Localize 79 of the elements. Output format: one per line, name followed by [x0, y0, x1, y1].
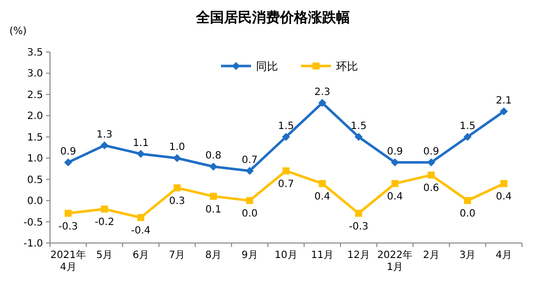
x-tick-label: 4月: [496, 250, 512, 261]
y-tick-label: 0.5: [27, 174, 43, 186]
chart-title: 全国居民消费价格涨跌幅: [195, 10, 350, 26]
point: [282, 132, 290, 141]
point: [246, 166, 254, 175]
data-label: 2.3: [314, 86, 330, 98]
point: [282, 167, 290, 174]
point: [100, 206, 108, 213]
y-axis-title: (%): [9, 26, 27, 37]
data-label: 0.8: [205, 150, 222, 162]
legend-label: 环比: [336, 60, 358, 73]
point: [464, 197, 472, 204]
data-label: 0.1: [205, 204, 222, 216]
x-tick-label: 5月: [96, 250, 113, 261]
point: [210, 192, 217, 200]
x-tick-label: 2022年 1月: [377, 249, 413, 273]
y-tick-label: 2.0: [27, 111, 43, 122]
y-tick-label: 1.5: [27, 132, 43, 144]
point: [464, 132, 472, 141]
point: [500, 180, 508, 188]
y-tick-label: 2.5: [27, 90, 43, 101]
data-label: 1.1: [132, 138, 149, 149]
data-label: 0.0: [242, 208, 258, 220]
data-label: 0.7: [278, 178, 294, 190]
y-tick-label: -1.0: [23, 238, 43, 250]
x-tick-label: 6月: [132, 250, 149, 261]
point: [500, 107, 508, 116]
point: [100, 141, 108, 150]
point: [174, 184, 181, 192]
data-label: -0.2: [94, 217, 114, 228]
data-label: 0.7: [242, 154, 258, 166]
data-label: 0.4: [496, 192, 512, 203]
data-label: 0.6: [423, 183, 440, 194]
x-tick-label: 12月: [347, 250, 370, 261]
data-label: 2.1: [496, 95, 512, 106]
point: [318, 180, 326, 188]
x-tick-label: 3月: [459, 250, 476, 261]
data-label: 0.4: [314, 192, 330, 203]
y-tick-label: 0.0: [27, 196, 43, 208]
data-label: 1.5: [460, 120, 476, 132]
x-tick-label: 10月: [274, 250, 298, 261]
point: [391, 180, 398, 188]
point: [427, 158, 436, 166]
point: [209, 162, 218, 171]
point: [318, 98, 326, 107]
data-label: 0.3: [169, 196, 186, 207]
data-label: 0.9: [423, 146, 440, 158]
x-tick-label: 7月: [168, 250, 186, 261]
y-tick-label: 3.0: [27, 68, 43, 80]
point: [64, 158, 72, 166]
legend-label: 同比: [256, 60, 278, 73]
y-tick-label: 1.0: [27, 154, 43, 165]
point: [390, 158, 399, 166]
data-label: 0.4: [386, 192, 403, 203]
y-tick-label: 3.5: [27, 48, 43, 58]
data-label: 0.9: [386, 146, 403, 158]
x-tick-label: 9月: [242, 250, 258, 261]
point: [354, 132, 363, 141]
x-tick-label: 2021年 4月: [50, 249, 86, 273]
data-label: -0.3: [348, 221, 368, 232]
data-label: -0.4: [131, 226, 151, 237]
x-tick-label: 2月: [423, 250, 440, 261]
point: [246, 197, 254, 204]
x-tick-label: 11月: [310, 250, 334, 261]
data-label: 1.3: [96, 129, 112, 140]
data-label: 0.9: [60, 146, 76, 158]
point: [137, 214, 144, 222]
point: [173, 154, 182, 162]
point: [355, 210, 362, 217]
data-label: 1.0: [169, 142, 186, 154]
data-label: 1.5: [278, 120, 294, 132]
data-label: 1.5: [350, 120, 367, 132]
data-label: -0.3: [58, 221, 78, 232]
point: [428, 172, 435, 179]
y-tick-label: -0.5: [23, 217, 43, 228]
x-tick-label: 8月: [205, 250, 222, 261]
point: [136, 150, 145, 158]
data-label: 0.0: [460, 208, 476, 220]
point: [64, 210, 72, 217]
